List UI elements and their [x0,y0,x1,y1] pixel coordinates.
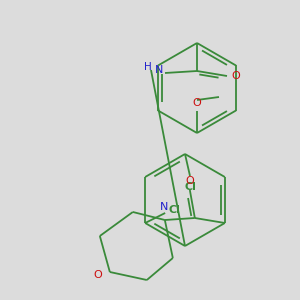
Text: Cl: Cl [168,205,180,215]
Text: N: N [154,65,163,75]
Text: O: O [185,176,194,186]
Text: N: N [160,202,168,212]
Text: O: O [94,270,102,280]
Text: H: H [144,62,152,72]
Text: Cl: Cl [184,182,196,192]
Text: O: O [193,98,201,108]
Text: O: O [231,71,240,81]
